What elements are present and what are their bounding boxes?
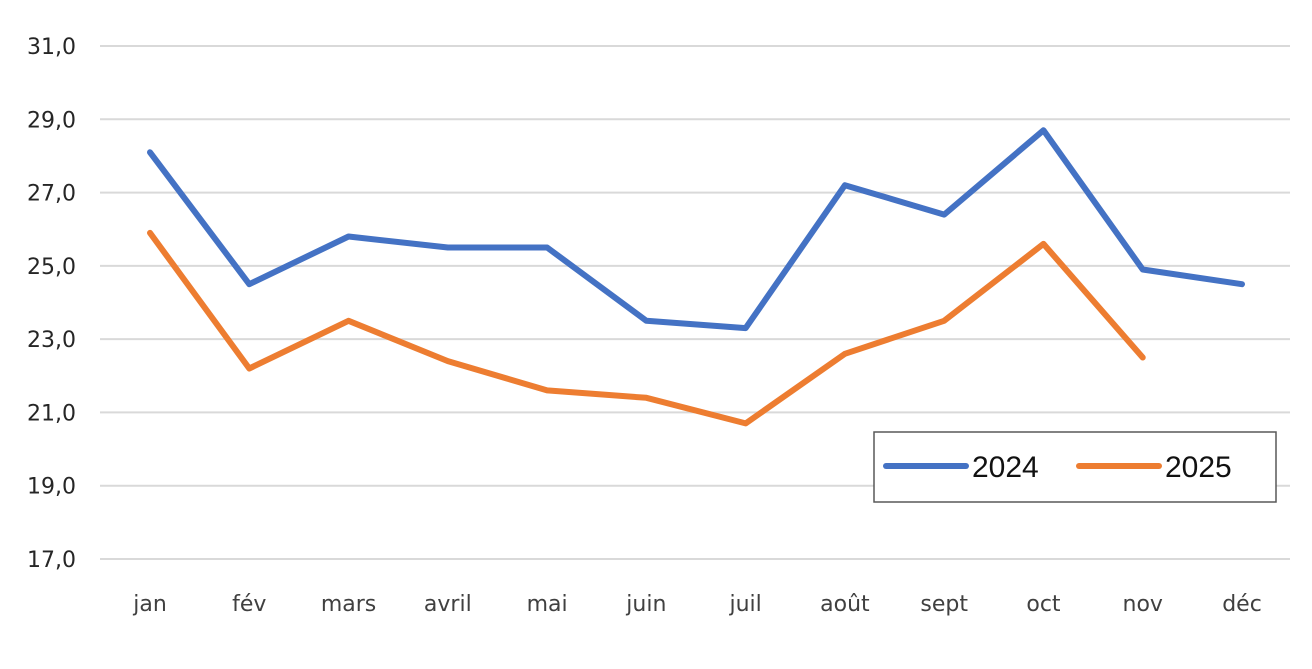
y-tick-label: 27,0 [27,182,76,207]
x-tick-label: juil [728,592,761,617]
x-axis-labels: jan fév mars avril mai juin juil août sept oct nov… [132,592,1262,617]
x-tick-label: jan [132,592,167,617]
y-tick-label: 31,0 [27,35,76,60]
legend-label-2025: 2025 [1165,451,1232,484]
x-tick-label: oct [1026,592,1061,617]
y-tick-label: 23,0 [27,328,76,353]
x-tick-label: sept [920,592,968,617]
y-tick-label: 19,0 [27,475,76,500]
legend: 2024 2025 [873,431,1277,503]
y-tick-label: 21,0 [27,401,76,426]
x-tick-label: nov [1123,592,1163,617]
series-line-2024 [147,127,1245,332]
x-tick-label: fév [232,592,266,617]
y-tick-label: 29,0 [27,108,76,133]
x-tick-label: déc [1222,592,1262,617]
x-tick-label: mars [321,592,376,617]
series-lines [147,127,1245,427]
y-tick-label: 17,0 [27,548,76,573]
x-tick-label: mai [527,592,568,617]
y-axis-labels: 31,0 29,0 27,0 25,0 23,0 21,0 19,0 17,0 [27,35,76,573]
x-tick-label: août [820,592,870,617]
series-line-2025 [147,229,1146,427]
x-tick-label: juin [625,592,666,617]
x-tick-label: avril [424,592,472,617]
y-tick-label: 25,0 [27,255,76,280]
legend-label-2024: 2024 [972,451,1039,484]
